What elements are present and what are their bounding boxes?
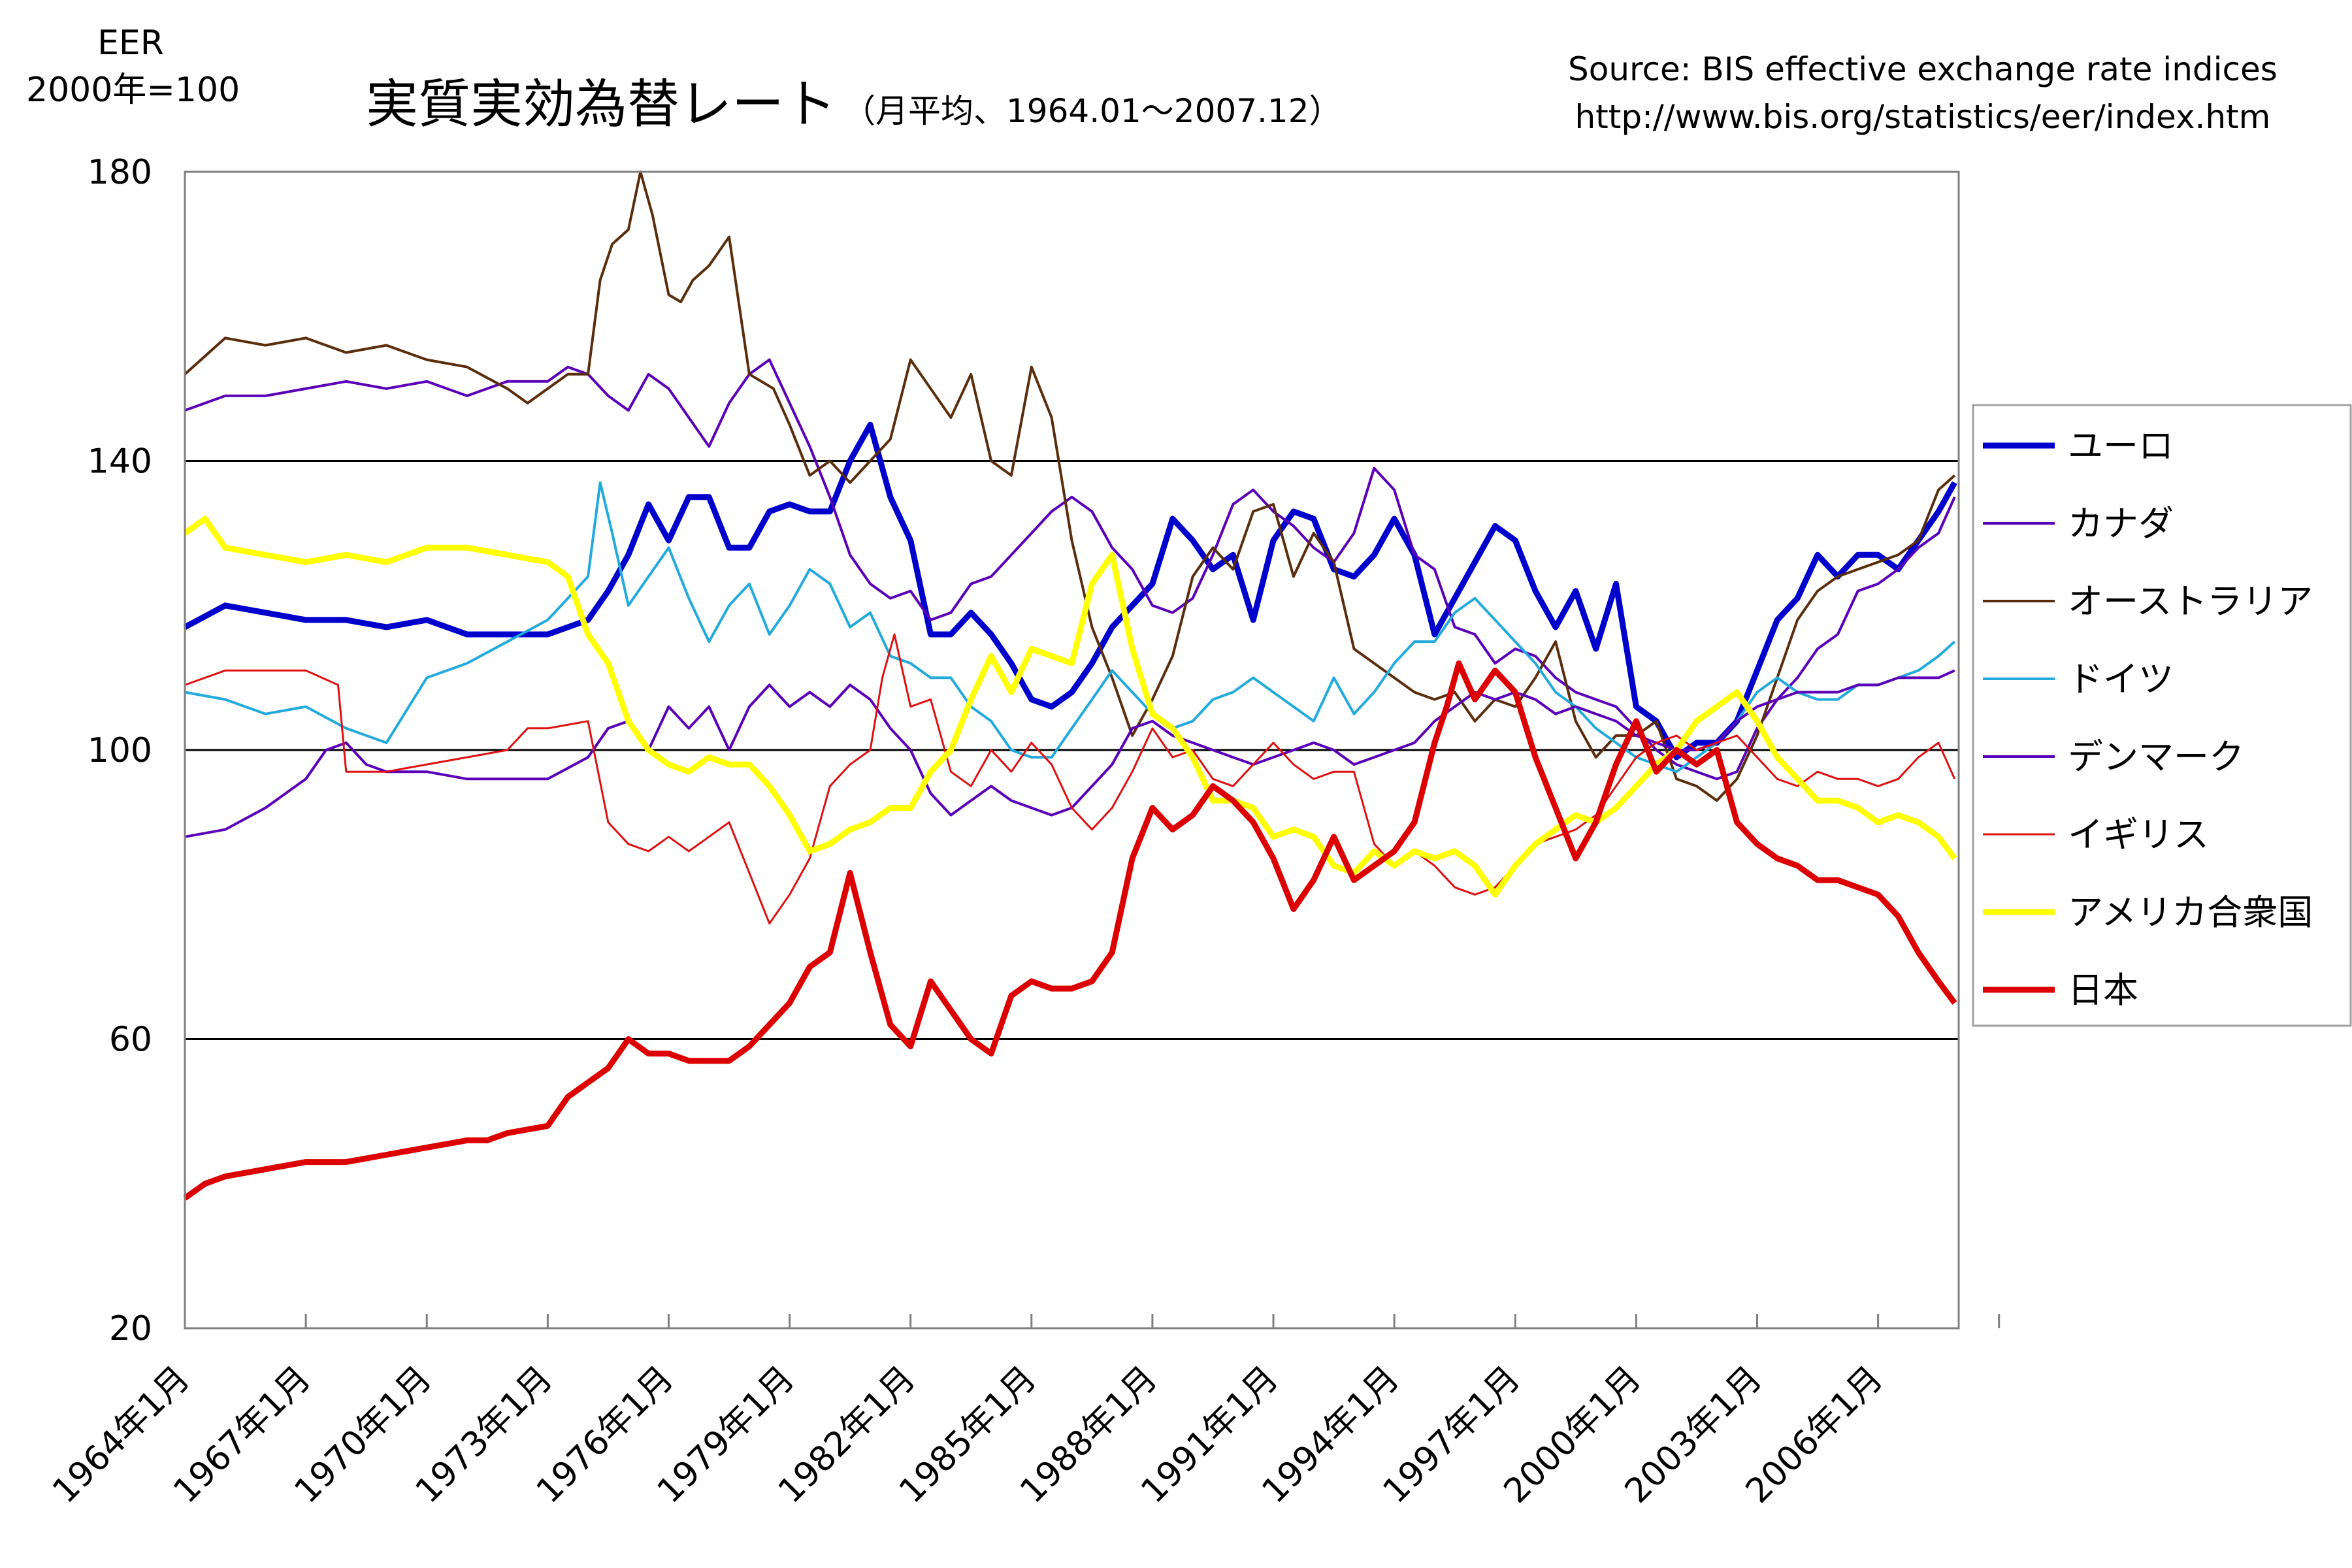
plot-frame [184,171,1960,1330]
legend-label: カナダ [2068,503,2174,544]
chart-title: 実質実効為替レート （月平均、1964.01～2007.12） [366,62,1342,138]
series-line-2 [184,171,1956,802]
series-line-0 [183,421,1957,760]
x-axis: 1964年1月1967年1月1970年1月1973年1月1976年1月1979年… [45,1314,2001,1511]
source-line1: Source: BIS effective exchange rate indi… [1568,50,2278,88]
legend-label: デンマーク [2068,736,2244,777]
y-unit-line1: EER [97,24,164,63]
y-tick-label: 20 [109,1309,152,1348]
legend-label: アメリカ合衆国 [2068,892,2313,933]
legend-label: 日本 [2068,970,2138,1011]
legend-label: オーストラリア [2068,581,2313,622]
chart-title-sub: （月平均、1964.01～2007.12） [843,92,1342,130]
legend-box [1972,404,2352,1027]
series-line-4 [184,669,1955,838]
y-axis: 20 60 100 140 180 [88,153,152,1348]
y-axis-unit: EER 2000年=100 [26,20,240,114]
series-line-7 [183,660,1957,1201]
source-url: http://www.bis.org/statistics/eer/index.… [1575,98,2271,136]
legend-label: ドイツ [2068,659,2174,700]
y-tick-label: 180 [88,153,152,192]
source-note: Source: BIS effective exchange rate indi… [1568,46,2278,141]
y-tick-label: 100 [88,731,152,770]
y-tick-label: 140 [88,442,152,482]
legend-label: イギリス [2068,814,2209,855]
gridlines [185,460,1959,1040]
series-line-1 [184,358,1956,781]
legend-label: ユーロ [2068,425,2174,466]
y-unit-line2: 2000年=100 [26,71,240,110]
y-tick-label: 60 [109,1021,152,1060]
series-layer [183,171,1957,1201]
series-line-5 [184,633,1956,924]
series-line-6 [183,515,1957,898]
chart-title-main: 実質実効為替レート [366,74,836,135]
